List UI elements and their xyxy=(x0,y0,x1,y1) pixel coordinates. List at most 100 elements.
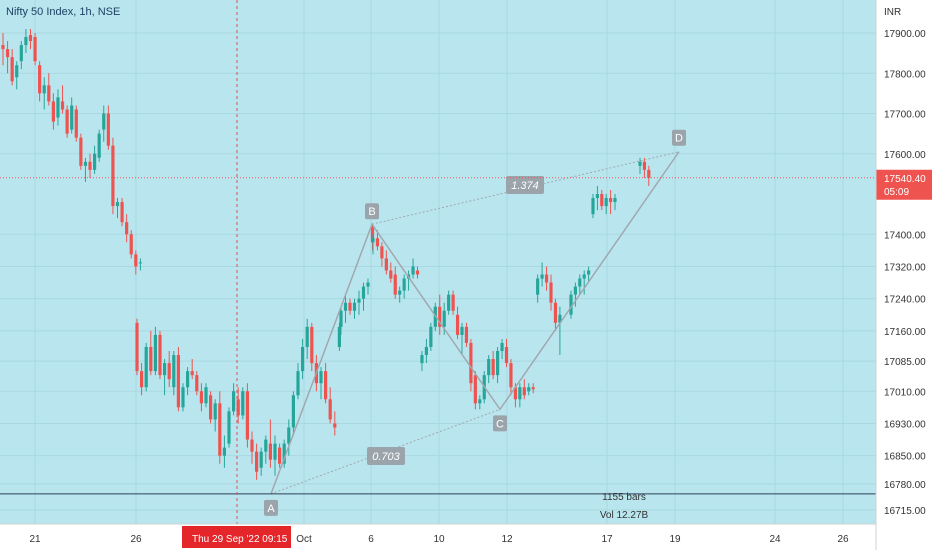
candle-body xyxy=(500,342,504,351)
x-tick-label: 24 xyxy=(769,534,781,545)
candle-body xyxy=(74,109,78,138)
last-price-badge xyxy=(876,169,932,200)
pattern-ratio-label: 0.703 xyxy=(372,451,400,463)
candle-body xyxy=(115,202,120,207)
candle-body xyxy=(79,137,83,166)
x-tick-label: 6 xyxy=(368,534,374,545)
y-tick-label: 17700.00 xyxy=(884,110,926,121)
candle-body xyxy=(324,371,328,400)
y-tick-label: 16930.00 xyxy=(884,419,926,430)
x-tick-label: 26 xyxy=(130,534,142,545)
candle-body xyxy=(578,278,582,287)
pattern-point-label: A xyxy=(267,503,275,515)
crosshair-date-badge[interactable] xyxy=(182,526,291,548)
y-tick-label: 17600.00 xyxy=(884,150,926,161)
candle-body xyxy=(278,447,282,464)
candle-body xyxy=(163,363,167,376)
countdown-label: 05:09 xyxy=(884,187,909,198)
pattern-point-label: D xyxy=(675,133,683,145)
candle-body xyxy=(209,395,213,420)
pattern-ratio-box xyxy=(506,176,544,194)
candle-body xyxy=(478,399,482,404)
y-tick-label: 17240.00 xyxy=(884,295,926,306)
candle-body xyxy=(60,101,65,110)
candle-body xyxy=(268,443,272,460)
candle-body xyxy=(42,85,46,94)
candle-body xyxy=(429,326,433,347)
candle-body xyxy=(287,427,291,444)
pattern-ratio-box xyxy=(367,447,405,465)
candle-body xyxy=(595,194,599,199)
candle-body xyxy=(106,113,110,146)
candle-body xyxy=(33,37,37,62)
candle-body xyxy=(195,375,199,392)
candle-body xyxy=(140,371,144,388)
candle-body xyxy=(282,443,286,464)
candle-body xyxy=(172,355,176,388)
candle-body xyxy=(375,238,380,247)
candle-body xyxy=(204,387,208,404)
x-tick-label: Oct xyxy=(296,534,312,545)
candle-body xyxy=(38,65,42,94)
candle-body xyxy=(384,258,388,271)
candle-body xyxy=(236,399,240,416)
candle-body xyxy=(97,133,101,158)
candle-body xyxy=(518,387,522,400)
x-tick-label: 19 xyxy=(669,534,681,545)
candle-body xyxy=(264,439,268,452)
last-price-label: 17540.40 xyxy=(884,174,926,185)
candle-body xyxy=(343,302,348,311)
candle-body xyxy=(10,57,14,82)
candle-body xyxy=(460,326,464,335)
x-tick-label: 10 xyxy=(433,534,445,545)
candle-body xyxy=(102,113,106,130)
candle-body xyxy=(167,363,171,380)
candle-body xyxy=(451,294,455,311)
candle-body xyxy=(487,359,491,376)
candle-body xyxy=(504,346,509,364)
candle-body xyxy=(613,198,617,203)
chart-title: Nifty 50 Index, 1h, NSE xyxy=(6,6,121,18)
candle-body xyxy=(199,391,203,404)
plot-background xyxy=(0,0,876,524)
y-tick-label: 16715.00 xyxy=(884,506,926,517)
candle-body xyxy=(291,395,295,428)
candle-body xyxy=(1,45,5,50)
pattern-point-box xyxy=(365,203,379,220)
candle-body xyxy=(509,363,513,388)
candle-body xyxy=(138,262,142,264)
pattern-point-label: C xyxy=(496,418,504,430)
candle-body xyxy=(56,97,60,118)
candle-body xyxy=(273,443,277,460)
candle-body xyxy=(19,45,23,62)
candle-body xyxy=(135,322,139,372)
candle-body xyxy=(647,169,651,178)
candle-body xyxy=(176,355,180,408)
candle-body xyxy=(424,346,428,356)
candle-body xyxy=(527,387,531,392)
candle-body xyxy=(348,302,352,311)
candle-body xyxy=(473,375,477,404)
candle-body xyxy=(186,371,190,388)
pattern-point-box xyxy=(264,499,278,516)
candle-body xyxy=(357,298,361,303)
pattern-zigzag xyxy=(270,151,680,495)
candle-body xyxy=(540,274,544,279)
candle-body xyxy=(366,282,370,287)
candle-body xyxy=(398,290,402,295)
candle-body xyxy=(420,355,424,364)
pattern-point-label: B xyxy=(368,206,375,218)
candle-body xyxy=(469,342,473,384)
x-tick-label: 26 xyxy=(837,534,849,545)
candle-body xyxy=(222,447,226,456)
candle-body xyxy=(536,278,540,295)
y-tick-label: 17320.00 xyxy=(884,262,926,273)
candle-body xyxy=(609,198,613,203)
candle-body xyxy=(15,65,19,78)
candle-body xyxy=(544,274,549,283)
candle-body xyxy=(5,49,10,58)
candle-body xyxy=(573,286,577,295)
volume-label: Vol 12.27B xyxy=(600,510,649,521)
candle-body xyxy=(464,326,469,343)
